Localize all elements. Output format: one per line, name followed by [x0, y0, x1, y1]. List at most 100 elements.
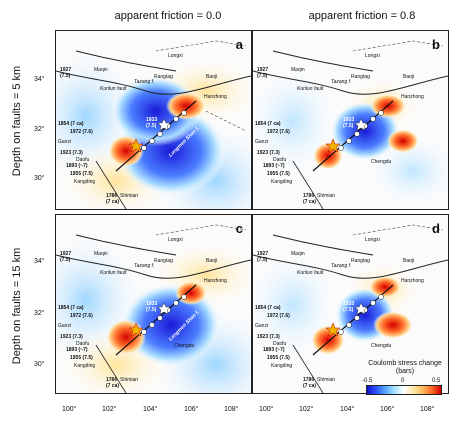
lon-tick-100-right: 100° [259, 406, 274, 413]
label-eq-1933-mag: (7.5) [343, 307, 354, 313]
label-baoji: Baoji [206, 258, 218, 264]
label-eq-1786: 1786 [303, 377, 315, 383]
label-longxi: Longxi [365, 53, 380, 59]
label-longxi: Longxi [365, 237, 380, 243]
label-eq-1972: 1972 (7.6) [70, 129, 93, 135]
label-kangding: Kangding [74, 179, 96, 185]
lon-tick-106-right: 106° [380, 406, 395, 413]
label-longxi: Longxi [168, 237, 183, 243]
label-eq-1923: 1923 (7.3) [257, 334, 280, 340]
label-eq-1927-mag: (7.5) [60, 73, 71, 79]
label-eq-1955: 1955 (7.5) [70, 171, 93, 177]
label-eq-1933: 1933 [146, 117, 158, 123]
lat-tick-34-top: 34° [34, 76, 45, 83]
legend-title: Coulomb stress change (bars) [368, 360, 442, 375]
map-panel-d: d Longxi Maqin Rangtag Baoji Hanzhong 19… [252, 214, 449, 394]
label-hanzhong: Hanzhong [204, 278, 227, 284]
label-kunlun-fault: Kunlun fault [100, 270, 127, 276]
label-eq-1923: 1923 (7.3) [60, 334, 83, 340]
colorbar [366, 385, 442, 395]
label-eq-1955: 1955 (7.5) [267, 355, 290, 361]
label-daofu: Daofu [76, 341, 90, 347]
label-chengdu: Chengdu [174, 343, 195, 349]
label-eq-1854: 1854 (7 ca) [255, 305, 281, 311]
label-hanzhong: Hanzhong [401, 278, 424, 284]
label-eq-1854: 1854 (7 ca) [255, 121, 281, 127]
label-eq-1893: 1893 (~7) [263, 163, 285, 169]
lon-tick-102-left: 102° [102, 406, 117, 413]
label-kunlun-fault: Kunlun fault [297, 270, 324, 276]
label-maqin: Maqin [94, 67, 108, 73]
label-baoji: Baoji [403, 74, 415, 80]
label-eq-1927: 1927 [257, 67, 269, 73]
row-title-depth-5km: Depth on faults = 5 km [11, 65, 23, 177]
map-panel-c: c Longxi Maqin Rangtag Baoji Hanzhong 19… [55, 214, 252, 394]
label-shimian: Shimian [120, 193, 139, 199]
column-title-friction-0: apparent friction = 0.0 [114, 10, 222, 22]
stress-map-c [56, 224, 251, 393]
label-eq-1923: 1923 (7.3) [60, 150, 83, 156]
lat-tick-30-top: 30° [34, 175, 45, 182]
label-eq-1927: 1927 [60, 67, 72, 73]
label-eq-1786-mag: (7 ca) [303, 199, 317, 205]
panel-letter-d: d [432, 221, 440, 236]
column-title-friction-08: apparent friction = 0.8 [308, 10, 416, 22]
label-eq-1893: 1893 (~7) [66, 163, 88, 169]
map-panel-b: b Longxi Maqin Rangtag Baoji Hanzhong 19… [252, 30, 449, 210]
label-maqin: Maqin [94, 251, 108, 257]
label-rangtag: Rangtag [351, 74, 370, 80]
lon-tick-108-right: 108° [420, 406, 435, 413]
label-tazang-fault: Tazang f. [134, 263, 155, 269]
label-eq-1933: 1933 [343, 117, 355, 123]
panel-letter-a: a [235, 37, 243, 52]
colorbar-tick-max: 0.5 [432, 378, 441, 384]
label-baoji: Baoji [206, 74, 218, 80]
label-eq-1786: 1786 [303, 193, 315, 199]
label-ganzi: Ganzi [58, 139, 72, 145]
label-chengdu: Chengdu [371, 343, 392, 349]
label-rangtag: Rangtag [154, 74, 173, 80]
label-shimian: Shimian [317, 377, 336, 383]
panel-letter-b: b [432, 37, 440, 52]
label-baoji: Baoji [403, 258, 415, 264]
label-eq-1927-mag: (7.5) [257, 73, 268, 79]
label-eq-1923: 1923 (7.3) [257, 150, 280, 156]
label-eq-1972: 1972 (7.6) [267, 313, 290, 319]
stress-map-a [56, 40, 251, 209]
label-maqin: Maqin [291, 67, 305, 73]
panel-letter-c: c [235, 221, 243, 236]
label-ganzi: Ganzi [255, 323, 269, 329]
label-eq-1933: 1933 [146, 301, 158, 307]
label-eq-1933-mag: (7.5) [146, 123, 157, 129]
label-hanzhong: Hanzhong [204, 94, 227, 100]
label-kangding: Kangding [271, 363, 293, 369]
label-ganzi: Ganzi [58, 323, 72, 329]
row-title-depth-15km: Depth on faults = 15 km [11, 247, 23, 365]
colorbar-tick-min: -0.5 [362, 378, 373, 384]
lon-tick-100-left: 100° [62, 406, 77, 413]
lat-tick-30-bottom: 30° [34, 361, 45, 368]
label-eq-1786: 1786 [106, 193, 118, 199]
label-eq-1927-mag: (7.5) [60, 257, 71, 263]
label-ganzi: Ganzi [255, 139, 269, 145]
label-chengdu: Chengdu [371, 159, 392, 165]
label-eq-1786: 1786 [106, 377, 118, 383]
label-eq-1854: 1854 (7 ca) [58, 305, 84, 311]
label-eq-1927: 1927 [257, 251, 269, 257]
label-rangtag: Rangtag [154, 258, 173, 264]
label-eq-1786-mag: (7 ca) [106, 199, 120, 205]
label-eq-1972: 1972 (7.6) [70, 313, 93, 319]
colorbar-tick-zero: 0 [401, 378, 405, 384]
label-eq-1972: 1972 (7.6) [267, 129, 290, 135]
label-kangding: Kangding [271, 179, 293, 185]
label-eq-1955: 1955 (7.5) [267, 171, 290, 177]
label-longxi: Longxi [168, 53, 183, 59]
label-eq-1786-mag: (7 ca) [303, 383, 317, 389]
lon-tick-108-left: 108° [224, 406, 239, 413]
label-daofu: Daofu [273, 157, 287, 163]
label-eq-1933-mag: (7.5) [146, 307, 157, 313]
label-daofu: Daofu [273, 341, 287, 347]
lon-tick-106-left: 106° [184, 406, 199, 413]
lon-tick-104-right: 104° [340, 406, 355, 413]
label-eq-1927-mag: (7.5) [257, 257, 268, 263]
